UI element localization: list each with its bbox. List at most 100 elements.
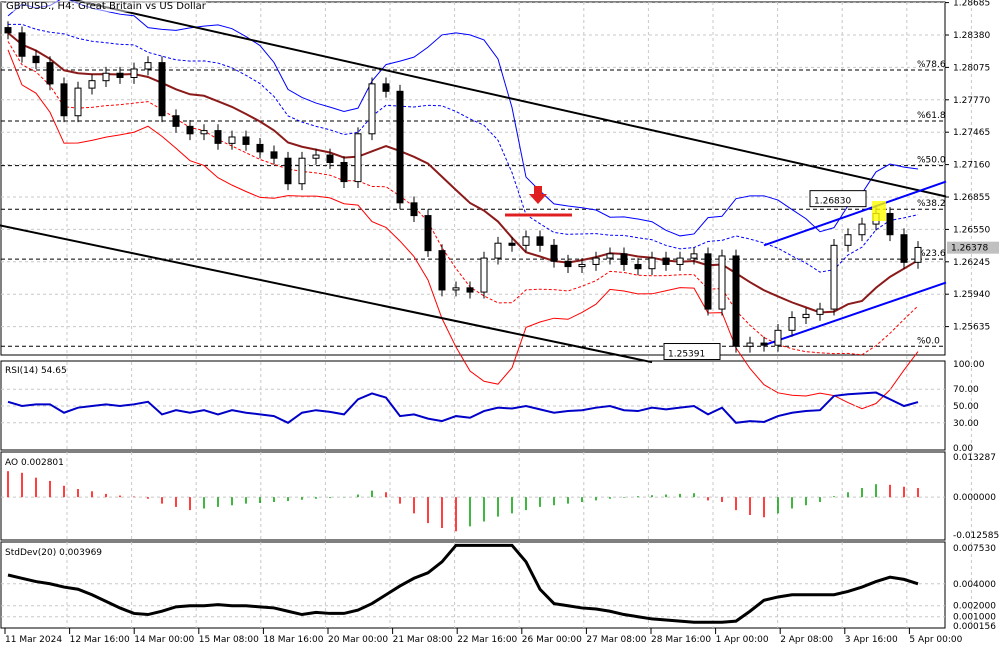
time-label: 28 Mar 16:00 (651, 635, 711, 645)
candle (844, 234, 852, 246)
candle (606, 253, 614, 259)
time-label: 12 Mar 16:00 (70, 635, 130, 645)
price-label: 1.26855 (953, 193, 990, 203)
candle (382, 83, 390, 92)
price-label: 1.26550 (953, 225, 990, 235)
ao-tick-label: 0.000000 (953, 493, 996, 503)
candle (368, 83, 376, 135)
rsi-tick-label: 70.00 (953, 385, 979, 395)
time-label: 3 Apr 16:00 (845, 635, 898, 645)
rsi-label: RSI(14) 54.65 (5, 366, 67, 376)
stddev-line (7, 543, 919, 624)
candle (536, 236, 544, 246)
price-label: 1.28380 (953, 31, 990, 41)
fib-label: %61.8 (917, 111, 946, 121)
price-label: 1.27160 (953, 161, 990, 171)
candle (200, 130, 208, 135)
candle (746, 342, 754, 347)
fib-label: %23.6 (917, 249, 946, 259)
fib-label: %38.2 (917, 199, 946, 209)
trendline (69, 0, 947, 198)
candle (214, 130, 222, 144)
time-label: 18 Mar 16:00 (263, 635, 323, 645)
ao-tick-label: -0.012585 (953, 531, 999, 541)
candle (242, 136, 250, 145)
candle (774, 329, 782, 346)
arrow-down-icon (529, 186, 547, 204)
stddev-tick-label: 0.007530 (953, 544, 996, 554)
candle (186, 125, 194, 135)
ao-label: AO 0.002801 (5, 458, 64, 468)
price-annotation: 1.25391 (668, 350, 705, 360)
candle (564, 260, 572, 268)
current-price-box (947, 241, 999, 254)
candle (480, 257, 488, 293)
price-label: 1.25940 (953, 290, 990, 300)
price-annotation-box (809, 190, 867, 208)
trendline (763, 180, 947, 247)
candle (326, 154, 334, 163)
candle (4, 27, 12, 34)
price-label: 1.27465 (953, 128, 990, 138)
candle (886, 212, 894, 236)
rsi-tick-label: 30.00 (953, 419, 979, 429)
candle (900, 234, 908, 263)
lower-band (7, 49, 919, 410)
candle (410, 202, 418, 217)
time-label: 14 Mar 00:00 (134, 635, 194, 645)
moving-average (7, 32, 919, 314)
time-label: 5 Apr 00:00 (909, 635, 962, 645)
candle (74, 87, 82, 117)
time-label: 20 Mar 00:00 (328, 635, 388, 645)
candle (816, 308, 824, 315)
ao-tick-label: 0.013287 (953, 453, 996, 463)
candle (130, 68, 138, 78)
price-label: 1.27770 (953, 96, 990, 106)
price-label: 1.26245 (953, 258, 990, 268)
candle (102, 72, 110, 82)
trendline (763, 281, 947, 347)
candle (466, 287, 474, 293)
candle (144, 62, 152, 70)
rsi-line (7, 391, 919, 424)
price-label: 1.25635 (953, 323, 990, 333)
stddev-label: StdDev(20) 0.003969 (5, 548, 102, 558)
candle (550, 244, 558, 262)
candle (494, 242, 502, 259)
price-label: 1.28075 (953, 63, 990, 73)
rsi-tick-label: 50.00 (953, 402, 979, 412)
time-label: 26 Mar 00:00 (522, 635, 582, 645)
candle (760, 342, 768, 346)
candle (802, 313, 810, 319)
candle (690, 253, 698, 259)
time-label: 2 Apr 08:00 (780, 635, 833, 645)
candle (354, 133, 362, 183)
candle (578, 263, 586, 268)
stddev-tick-label: 0.002000 (953, 602, 996, 612)
candle (312, 154, 320, 159)
candle (88, 80, 96, 89)
fib-label: %0.0 (917, 336, 940, 346)
candle (452, 287, 460, 291)
candle (424, 215, 432, 252)
candle (298, 157, 306, 185)
candle (116, 72, 124, 78)
candle (592, 257, 600, 265)
rsi-tick-label: 0.00 (953, 444, 973, 454)
candle (522, 236, 530, 246)
panel-border (0, 360, 946, 451)
fib-label: %50.0 (917, 156, 946, 166)
candle (788, 317, 796, 331)
candle (438, 250, 446, 291)
candle (718, 255, 726, 310)
candle (662, 257, 670, 265)
time-label: 27 Mar 08:00 (586, 635, 646, 645)
time-label: 11 Mar 2024 (5, 635, 62, 645)
stddev-tick-label: 0.000156 (953, 622, 996, 632)
rsi-tick-label: 100.00 (953, 360, 985, 370)
time-label: 21 Mar 08:00 (393, 635, 453, 645)
candle (648, 257, 656, 270)
upper-mid-band (8, 23, 919, 273)
